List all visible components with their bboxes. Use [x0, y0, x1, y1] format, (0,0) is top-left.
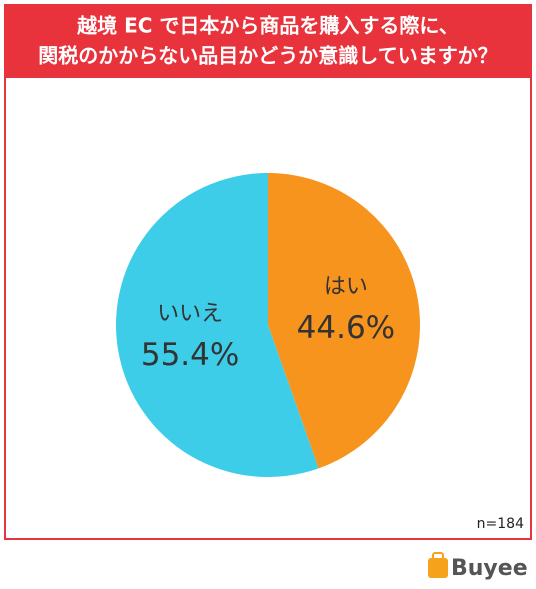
slice-category: はい — [324, 275, 368, 300]
pie-slice — [115, 172, 319, 477]
logo: Buyee — [451, 556, 528, 581]
annotation: n=184 — [477, 516, 524, 532]
slice-category: いいえ — [157, 301, 223, 326]
slice-value-label: 44.6% — [297, 310, 395, 346]
logo-icon — [428, 552, 448, 578]
chart-title: 関税のかからない品目かどうか意識していますか？ — [38, 44, 497, 68]
slice-value-label: 55.4% — [141, 337, 239, 373]
chart-title: 越境 EC で日本から商品を購入する際に、 — [76, 14, 459, 38]
pie-slice — [268, 173, 420, 469]
title-bar — [5, 5, 531, 78]
